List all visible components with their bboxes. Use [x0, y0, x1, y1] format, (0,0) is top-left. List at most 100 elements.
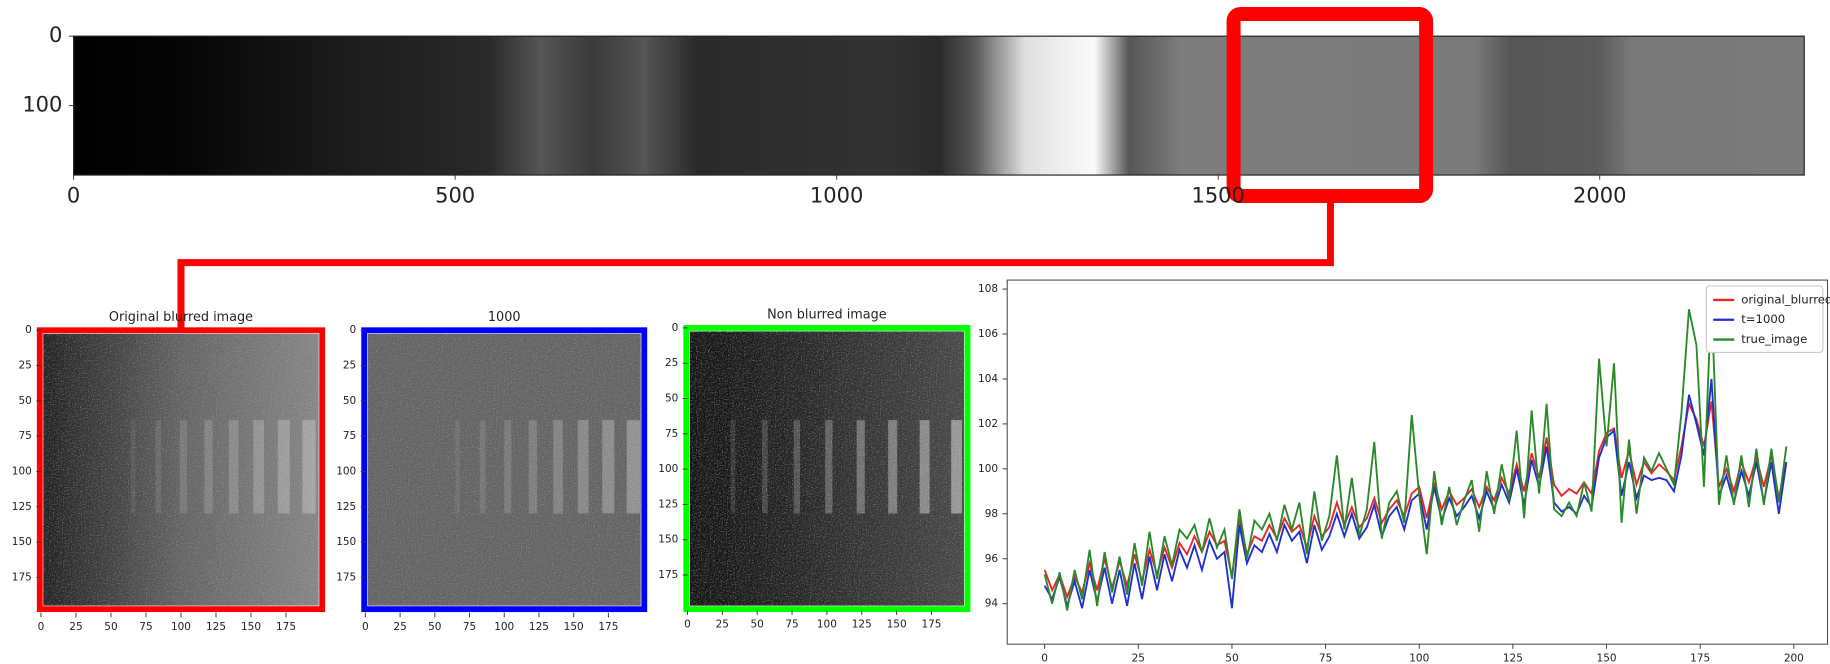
x-tick-label: 50 — [750, 619, 763, 631]
y-tick-label: 0 — [672, 322, 679, 334]
plot-frame — [1006, 279, 1829, 645]
x-tick-label: 75 — [785, 619, 798, 631]
x-tick-label: 175 — [1690, 653, 1710, 664]
y-tick-label: 25 — [18, 360, 31, 372]
series-line — [1043, 400, 1788, 600]
x-tick-label: 75 — [1319, 653, 1332, 664]
bar-pattern — [528, 420, 538, 514]
x-tick-label: 100 — [171, 621, 191, 633]
y-tick-label: 104 — [978, 373, 998, 385]
x-tick-label: 1500 — [1191, 184, 1244, 208]
y-tick-label: 50 — [343, 395, 356, 407]
y-tick-label: 100 — [12, 465, 32, 477]
bar-pattern — [919, 420, 930, 514]
x-tick-label: 125 — [1503, 653, 1523, 664]
y-tick-label: 175 — [12, 571, 32, 583]
bar-pattern — [825, 420, 833, 514]
y-tick-label: 98 — [985, 508, 998, 520]
y-tick-label: 102 — [978, 418, 998, 430]
series-line — [1043, 378, 1788, 610]
bar-pattern — [277, 420, 290, 514]
bar-pattern — [204, 420, 213, 514]
bar-pattern — [730, 420, 736, 514]
x-tick-label: 175 — [921, 619, 941, 631]
image-true — [689, 331, 965, 606]
bar-pattern — [951, 420, 962, 514]
x-tick-label: 25 — [1132, 653, 1145, 664]
bar-pattern — [302, 420, 316, 514]
bar-pattern — [553, 420, 563, 514]
x-tick-label: 125 — [206, 621, 226, 633]
bar-pattern — [455, 420, 460, 514]
y-tick-label: 75 — [18, 430, 31, 442]
x-tick-label: 175 — [598, 621, 618, 633]
y-tick-label: 50 — [665, 393, 678, 405]
x-tick-label: 50 — [1225, 653, 1238, 664]
y-tick-label: 25 — [343, 360, 356, 372]
x-tick-label: 0 — [1041, 653, 1048, 664]
panel-title: Original blurred image — [109, 310, 253, 325]
y-tick-label: 25 — [665, 357, 678, 369]
intensity-strip — [73, 35, 1805, 176]
legend-label: true_image — [1741, 332, 1807, 346]
image-original — [43, 333, 319, 606]
y-tick-label: 94 — [985, 598, 999, 610]
zoom-box — [1226, 7, 1434, 204]
x-tick-label: 175 — [276, 621, 296, 633]
frame-green — [683, 324, 971, 613]
y-tick-label: 150 — [12, 536, 32, 548]
y-tick-label: 100 — [978, 463, 998, 475]
bar-pattern — [179, 420, 187, 514]
y-tick-label: 125 — [658, 498, 678, 510]
x-tick-label: 125 — [529, 621, 549, 633]
panel-title: 1000 — [488, 310, 521, 325]
x-tick-label: 0 — [684, 619, 691, 631]
connector — [177, 196, 1334, 331]
bar-pattern — [228, 420, 239, 514]
y-tick-label: 175 — [658, 569, 678, 581]
y-tick-label: 100 — [22, 93, 62, 117]
frame-blue — [361, 327, 648, 613]
series-line — [1043, 295, 1788, 611]
x-tick-label: 100 — [817, 619, 837, 631]
bar-pattern — [602, 420, 615, 514]
x-tick-label: 2000 — [1573, 184, 1626, 208]
x-tick-label: 200 — [1784, 653, 1804, 664]
x-tick-label: 25 — [716, 619, 729, 631]
legend-box — [1705, 285, 1824, 354]
x-tick-label: 100 — [494, 621, 514, 633]
image-stripes — [130, 420, 962, 514]
bar-pattern — [762, 420, 768, 514]
bar-pattern — [856, 420, 865, 514]
x-tick-label: 75 — [463, 621, 476, 633]
x-tick-label: 50 — [104, 621, 117, 633]
y-tick-label: 100 — [658, 463, 678, 475]
y-tick-label: 125 — [336, 501, 356, 513]
x-tick-label: 150 — [241, 621, 261, 633]
y-tick-label: 106 — [978, 328, 998, 340]
bar-pattern — [155, 420, 162, 514]
y-tick-label: 108 — [978, 283, 998, 295]
bar-pattern — [793, 420, 801, 514]
bar-pattern — [130, 420, 136, 514]
y-tick-label: 50 — [18, 395, 31, 407]
x-tick-label: 125 — [852, 619, 872, 631]
y-tick-label: 175 — [336, 571, 356, 583]
y-tick-label: 150 — [658, 534, 678, 546]
x-tick-label: 100 — [1409, 653, 1429, 664]
y-tick-label: 0 — [350, 324, 357, 336]
x-tick-label: 150 — [887, 619, 907, 631]
x-tick-label: 25 — [69, 621, 82, 633]
x-tick-label: 1000 — [810, 184, 863, 208]
x-tick-label: 0 — [67, 184, 80, 208]
panel-title: Non blurred image — [767, 308, 887, 323]
x-tick-label: 50 — [428, 621, 441, 633]
x-tick-label: 150 — [1597, 653, 1617, 664]
bar-pattern — [577, 420, 589, 514]
y-tick-label: 100 — [336, 465, 356, 477]
x-tick-label: 25 — [393, 621, 406, 633]
x-tick-label: 500 — [435, 184, 475, 208]
y-tick-label: 125 — [12, 501, 32, 513]
